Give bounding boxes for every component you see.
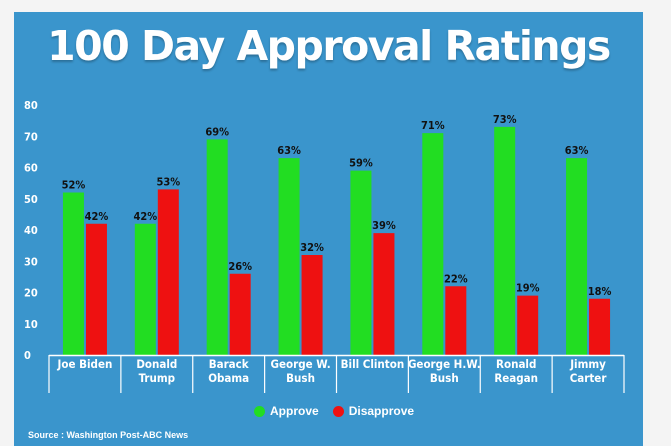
category-label: George H.W.: [408, 357, 481, 371]
bar-approve: [62, 192, 84, 355]
y-tick-label: 80: [24, 99, 38, 112]
source-note: Source : Washington Post-ABC News: [28, 430, 189, 440]
y-tick-label: 20: [24, 287, 38, 300]
category-label: Joe Biden: [57, 357, 113, 371]
y-tick-label: 70: [24, 130, 38, 143]
data-label-disapprove: 53%: [156, 175, 180, 188]
category-label: Reagan: [494, 371, 538, 385]
chart-title: 100 Day Approval Ratings: [47, 22, 611, 70]
legend-label-approve: Approve: [270, 404, 319, 418]
category-label: Bush: [430, 371, 459, 385]
bar-approve: [134, 223, 156, 355]
category-label: Donald: [136, 357, 177, 371]
bar-disapprove: [157, 189, 179, 355]
y-tick-label: 60: [24, 162, 38, 175]
chart-panel: 100 Day Approval Ratings 0 10 20 30 40 50 60 70…: [14, 12, 643, 446]
data-label-disapprove: 22%: [444, 272, 468, 285]
category-label: George W.: [270, 357, 330, 371]
data-label-approve: 69%: [205, 125, 229, 138]
category-label: Obama: [208, 371, 249, 385]
data-label-approve: 52%: [62, 179, 86, 192]
legend-swatch-approve: [254, 405, 265, 417]
bar-approve: [494, 126, 516, 355]
legend-swatch-disapprove: [332, 405, 344, 417]
y-tick-label: 40: [24, 224, 38, 237]
bar-approve: [422, 133, 444, 355]
bar-disapprove: [229, 273, 251, 355]
data-label-approve: 42%: [133, 210, 157, 223]
bar-disapprove: [85, 223, 107, 355]
category-label: Bush: [286, 371, 315, 385]
bar-disapprove: [589, 298, 611, 355]
category-label: Ronald: [496, 357, 536, 371]
data-label-approve: 63%: [277, 144, 301, 157]
bar-chart: 0 10 20 30 40 50 60 70 80 52% 42% 42% 53% 69% 26% 63% 32…: [24, 99, 625, 393]
data-label-approve: 71%: [421, 119, 445, 132]
bar-disapprove: [301, 255, 323, 355]
category-label: Carter: [570, 371, 608, 385]
legend-label-disapprove: Disapprove: [348, 404, 415, 418]
category-label: Barack: [209, 357, 250, 371]
bar-approve: [206, 139, 228, 355]
data-label-approve: 63%: [565, 144, 589, 157]
bar-disapprove: [445, 286, 467, 355]
data-label-disapprove: 18%: [588, 285, 612, 298]
data-label-disapprove: 19%: [516, 282, 540, 295]
y-tick-label: 0: [24, 349, 31, 362]
legend-item-approve: Approve: [254, 404, 319, 418]
bar-approve: [278, 158, 300, 355]
bar-approve: [566, 158, 588, 355]
legend-item-disapprove: Disapprove: [332, 404, 415, 418]
y-tick-label: 30: [24, 255, 38, 268]
y-tick-label: 50: [24, 193, 38, 206]
legend: Approve Disapprove: [254, 404, 428, 418]
bar-disapprove: [517, 295, 539, 355]
category-label: Trump: [139, 371, 175, 385]
y-tick-label: 10: [24, 318, 38, 331]
data-label-disapprove: 42%: [85, 210, 109, 223]
data-label-disapprove: 39%: [372, 219, 396, 232]
bar-disapprove: [373, 233, 395, 355]
data-label-approve: 73%: [493, 113, 517, 126]
category-label: Bill Clinton: [341, 357, 405, 371]
bar-approve: [350, 170, 372, 355]
data-label-disapprove: 32%: [300, 241, 324, 254]
data-label-approve: 59%: [349, 157, 373, 170]
category-label: Jimmy: [569, 357, 606, 371]
data-label-disapprove: 26%: [228, 260, 252, 273]
